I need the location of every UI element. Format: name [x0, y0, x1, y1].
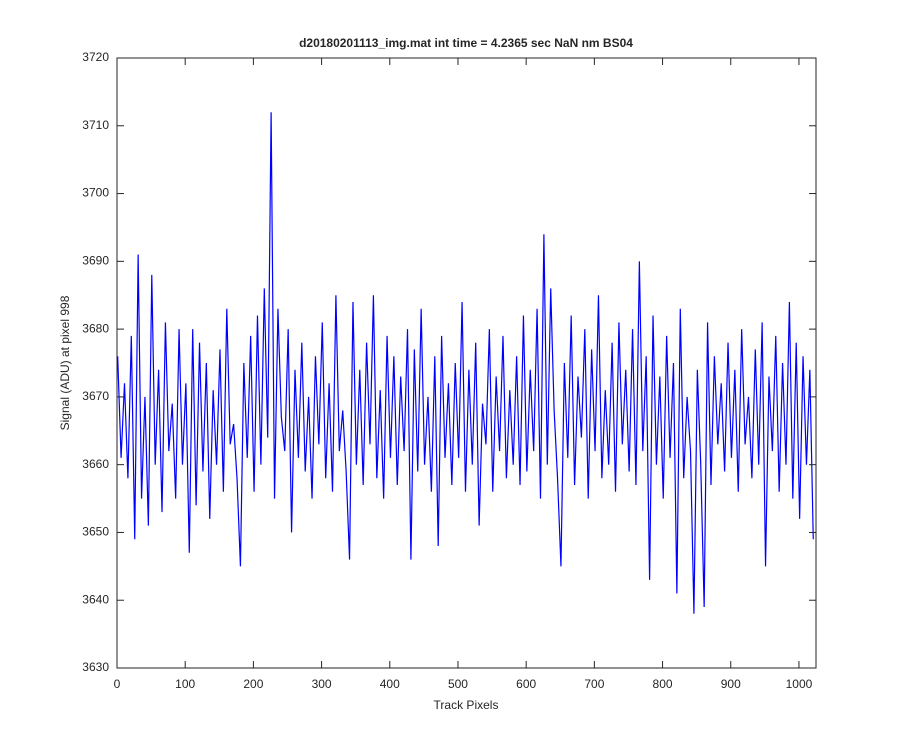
x-axis-label: Track Pixels: [434, 698, 499, 712]
x-tick-label: 900: [721, 677, 741, 691]
axes-box: [116, 57, 817, 669]
y-axis-label: Signal (ADU) at pixel 998: [58, 295, 72, 430]
y-tick-label: 3670: [82, 389, 109, 403]
x-tick-label: 500: [448, 677, 468, 691]
x-tick-label: 300: [312, 677, 332, 691]
x-tick-label: 700: [584, 677, 604, 691]
y-tick-label: 3690: [82, 254, 109, 268]
x-tick-label: 800: [653, 677, 673, 691]
x-tick-label: 200: [243, 677, 263, 691]
x-tick-label: 1000: [786, 677, 813, 691]
y-tick-label: 3660: [82, 457, 109, 471]
x-tick-label: 600: [516, 677, 536, 691]
y-tick-label: 3710: [82, 118, 109, 132]
data-line: [117, 112, 814, 614]
y-tick-label: 3630: [82, 660, 109, 674]
plot-area: [117, 58, 816, 668]
y-tick-label: 3680: [82, 321, 109, 335]
y-tick-label: 3700: [82, 186, 109, 200]
y-tick-label: 3650: [82, 525, 109, 539]
x-tick-label: 400: [380, 677, 400, 691]
y-tick-label: 3640: [82, 592, 109, 606]
x-tick-label: 0: [114, 677, 121, 691]
y-tick-label: 3720: [82, 50, 109, 64]
x-tick-label: 100: [175, 677, 195, 691]
chart-title: d20180201113_img.mat int time = 4.2365 s…: [299, 36, 633, 50]
